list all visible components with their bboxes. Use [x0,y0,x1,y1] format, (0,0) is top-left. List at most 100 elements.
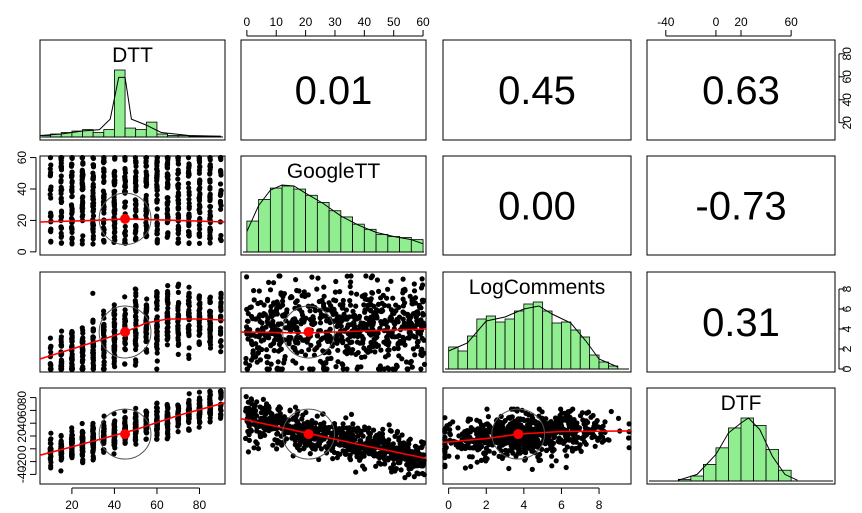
scatter-point [368,314,374,320]
panel-frame-r3-c1 [240,387,427,485]
scatter-point [154,206,160,212]
scatter-point [176,405,182,411]
scatter-point [332,440,338,446]
tick-label: -40 [657,15,675,29]
scatter-point [528,434,535,440]
scatter-point [316,443,322,449]
tick-label: 2 [840,345,854,352]
scatter-panel-googlett-logcomments [240,273,428,372]
scatter-point [122,170,128,176]
scatter-point [389,469,395,475]
scatter-point [377,325,383,331]
scatter-point [293,360,299,366]
scatter-point [101,173,107,179]
scatter-point [48,229,54,235]
scatter-point [314,413,320,419]
centroid-point [120,327,131,337]
scatter-panel-dtt-dtf [39,388,226,474]
tick-label: 20 [299,15,313,29]
scatter-point [378,295,384,301]
scatter-point [58,234,64,240]
scatter-point [393,466,399,472]
tick-label: 60 [840,70,854,84]
scatter-point [133,343,139,349]
scatter-point [408,314,414,320]
variable-label-dtt: DTT [112,44,153,67]
tick-label: 20 [734,15,748,29]
scatter-point [419,276,425,282]
scatter-point [327,316,333,322]
scatter-point [185,180,191,186]
scatter-point [340,421,346,427]
scatter-point [90,434,96,440]
scatter-point [355,433,361,439]
scatter-point [48,441,54,447]
scatter-point [165,291,171,297]
scatter-point [69,161,75,167]
scatter-point [274,437,280,444]
scatter-point [528,426,534,432]
scatter-point [446,453,452,459]
scatter-point [418,366,424,372]
histogram-bar [703,464,717,482]
scatter-point [300,337,307,343]
scatter-point [207,397,213,403]
scatter-point [335,347,341,353]
scatter-point [391,310,397,316]
scatter-point [578,448,584,454]
scatter-point [111,451,117,457]
scatter-point [218,349,224,355]
scatter-point [368,275,374,281]
scatter-point [442,429,448,435]
tick-label: 60 [15,151,29,165]
scatter-point [143,408,149,414]
scatter-point [385,286,391,292]
scatter-point [196,195,202,201]
scatter-point [399,442,405,448]
scatter-point [132,362,138,368]
scatter-point [366,429,372,436]
tick-label: 0 [15,445,29,452]
scatter-point [122,237,128,243]
scatter-point [122,174,128,180]
scatter-point [207,197,213,203]
scatter-point [302,352,309,358]
scatter-point [58,455,65,462]
scatter-point [293,414,299,420]
panel-frame-r1-c0 [39,155,226,256]
scatter-point [58,225,64,231]
scatter-point [550,448,556,454]
scatter-point [292,316,298,322]
scatter-point [405,366,411,372]
scatter-point [365,302,371,308]
scatter-point [344,366,350,372]
scatter-point [165,283,171,289]
scatter-point [175,155,181,161]
scatter-point [176,332,182,338]
histogram-bar [579,336,591,370]
scatter-point [455,425,461,431]
scatter-point [101,350,107,357]
scatter-point [286,341,292,347]
scatter-point [48,436,54,442]
scatter-point [390,295,396,301]
scatter-point [112,445,118,451]
scatter-point [48,349,54,355]
histogram-bar [92,132,105,138]
scatter-point [409,301,415,307]
scatter-point [558,406,564,412]
scatter-point [563,414,569,420]
scatter-point [47,446,53,452]
density-curve [448,305,618,368]
scatter-point [218,338,224,344]
scatter-point [207,299,213,305]
scatter-point [258,410,264,416]
scatter-point [186,196,192,202]
scatter-point [101,195,107,201]
scatter-point [321,284,327,290]
scatter-point [101,366,107,372]
scatter-point [465,430,471,437]
scatter-point [165,301,171,307]
scatter-point [69,428,75,434]
scatter-point [372,349,378,355]
